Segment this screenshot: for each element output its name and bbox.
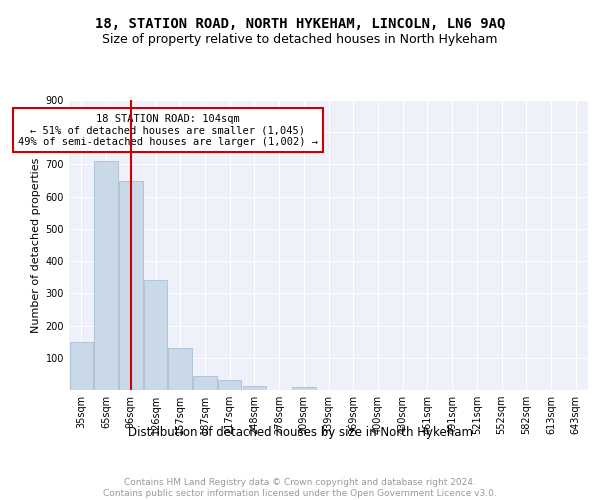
Bar	[119, 180, 143, 390]
Bar	[169, 348, 192, 390]
Bar	[218, 380, 241, 390]
Bar	[144, 280, 167, 390]
Text: Size of property relative to detached houses in North Hykeham: Size of property relative to detached ho…	[102, 32, 498, 46]
Bar	[94, 160, 118, 390]
Bar	[242, 386, 266, 390]
Y-axis label: Number of detached properties: Number of detached properties	[31, 158, 41, 332]
Text: Distribution of detached houses by size in North Hykeham: Distribution of detached houses by size …	[128, 426, 473, 439]
Bar	[193, 376, 217, 390]
Bar	[292, 388, 316, 390]
Text: Contains HM Land Registry data © Crown copyright and database right 2024.
Contai: Contains HM Land Registry data © Crown c…	[103, 478, 497, 498]
Bar	[70, 342, 93, 390]
Text: 18, STATION ROAD, NORTH HYKEHAM, LINCOLN, LN6 9AQ: 18, STATION ROAD, NORTH HYKEHAM, LINCOLN…	[95, 18, 505, 32]
Text: 18 STATION ROAD: 104sqm
← 51% of detached houses are smaller (1,045)
49% of semi: 18 STATION ROAD: 104sqm ← 51% of detache…	[18, 114, 318, 146]
